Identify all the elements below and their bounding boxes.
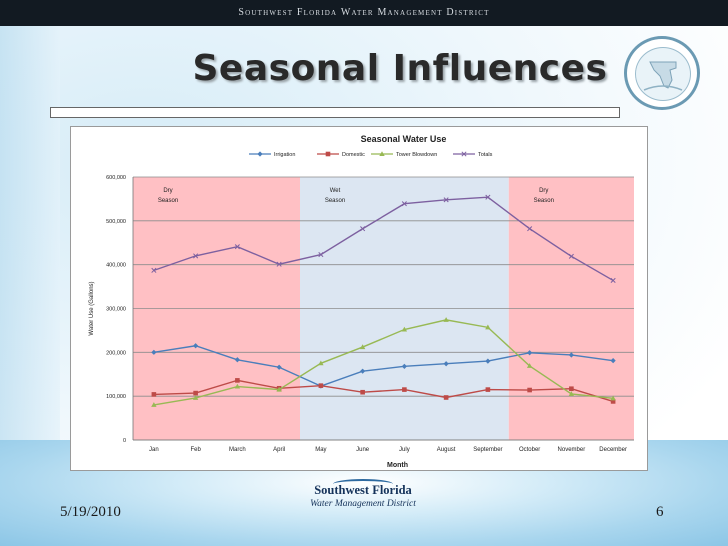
- x-tick-label: June: [356, 447, 370, 453]
- x-tick-label: November: [558, 447, 586, 453]
- data-point: [234, 244, 240, 250]
- season-label: Season: [325, 198, 345, 204]
- series-line: [153, 196, 614, 282]
- legend-marker: [257, 151, 263, 157]
- chart-frame: Dry Season Wet Season Dry Season 0 100,000 200,0…: [70, 126, 648, 471]
- legend-label: Tower Blowdown: [396, 152, 437, 158]
- x-tick-label: August: [437, 447, 456, 453]
- data-point: [193, 253, 199, 259]
- data-point: [276, 386, 282, 392]
- y-tick-label: 400,000: [106, 263, 126, 269]
- logo-subtitle: Water Management District: [310, 499, 416, 509]
- data-point: [401, 201, 407, 207]
- series-line: [153, 345, 614, 387]
- season-label: Dry: [163, 188, 172, 194]
- seasonal-water-use-chart: Dry Season Wet Season Dry Season 0 100,000 200,0…: [89, 134, 634, 469]
- data-point: [276, 364, 282, 370]
- data-point: [485, 194, 491, 200]
- org-banner-text: Southwest Florida Water Management Distr…: [238, 7, 490, 18]
- y-axis-title: Water Use (Gallons): [89, 281, 95, 335]
- data-point: [276, 261, 282, 267]
- data-point: [568, 253, 574, 259]
- x-tick-label: September: [473, 447, 502, 453]
- district-logo: Southwest Florida Water Management Distr…: [303, 479, 423, 523]
- legend-label: Irrigation: [274, 152, 295, 158]
- x-tick-label: April: [273, 447, 285, 453]
- data-point: [151, 402, 157, 407]
- y-tick-label: 0: [123, 438, 126, 444]
- data-point: [151, 267, 157, 273]
- data-point: [610, 358, 616, 364]
- series-line: [153, 319, 614, 406]
- series-line: [153, 379, 614, 403]
- chart-title: Seasonal Water Use: [361, 134, 447, 144]
- data-point: [235, 378, 240, 383]
- data-point: [360, 389, 365, 395]
- season-label: Season: [158, 198, 178, 204]
- y-tick-label: 500,000: [106, 219, 126, 225]
- data-point: [360, 226, 366, 232]
- x-tick-label: October: [519, 447, 540, 453]
- x-tick-label: Feb: [190, 447, 201, 453]
- water-droplets-decoration: [0, 0, 60, 460]
- district-seal-icon: [624, 36, 700, 110]
- data-point: [568, 391, 575, 396]
- slide-number: 6: [656, 504, 664, 520]
- y-tick-label: 600,000: [106, 175, 126, 181]
- legend-marker: [325, 151, 331, 157]
- data-point: [443, 197, 449, 203]
- data-point: [526, 363, 533, 368]
- data-point: [151, 392, 157, 397]
- data-point: [610, 399, 616, 404]
- x-tick-label: December: [599, 447, 627, 453]
- data-point: [569, 386, 574, 392]
- x-tick-label: Jan: [149, 447, 159, 453]
- data-point: [485, 324, 491, 330]
- data-point: [443, 395, 449, 400]
- data-point: [402, 387, 407, 392]
- season-label: Wet: [330, 188, 341, 194]
- data-point: [527, 387, 532, 393]
- season-label: Dry: [539, 188, 548, 194]
- y-tick-label: 300,000: [106, 307, 126, 313]
- logo-arc-icon: [333, 479, 393, 489]
- data-point: [610, 277, 616, 284]
- data-point: [318, 252, 324, 258]
- seal-center: [635, 47, 691, 101]
- data-point: [193, 390, 198, 396]
- data-point: [192, 395, 199, 400]
- slide-title: Seasonal Influences: [192, 48, 608, 89]
- data-point: [359, 344, 366, 350]
- y-tick-label: 100,000: [106, 394, 126, 400]
- slide-date: 5/19/2010: [60, 504, 121, 520]
- top-banner: Southwest Florida Water Management Distr…: [0, 0, 728, 26]
- data-point: [610, 395, 616, 401]
- y-tick-label: 200,000: [106, 350, 126, 356]
- data-point: [527, 226, 533, 232]
- data-point: [401, 326, 408, 332]
- data-point: [193, 343, 199, 349]
- data-point: [527, 350, 533, 356]
- x-axis-title: Month: [387, 462, 408, 469]
- legend-marker: [461, 151, 467, 157]
- legend-marker: [379, 151, 385, 156]
- data-point: [485, 387, 491, 392]
- data-point: [234, 383, 241, 389]
- data-point: [318, 383, 324, 388]
- title-divider: [50, 107, 620, 118]
- x-tick-label: July: [399, 447, 410, 453]
- season-label: Season: [534, 198, 554, 204]
- data-point: [443, 317, 449, 322]
- data-point: [318, 360, 324, 366]
- legend-label: Domestic: [342, 152, 365, 158]
- legend-label: Totals: [478, 152, 493, 158]
- x-tick-label: May: [315, 447, 326, 453]
- x-tick-label: March: [229, 447, 246, 453]
